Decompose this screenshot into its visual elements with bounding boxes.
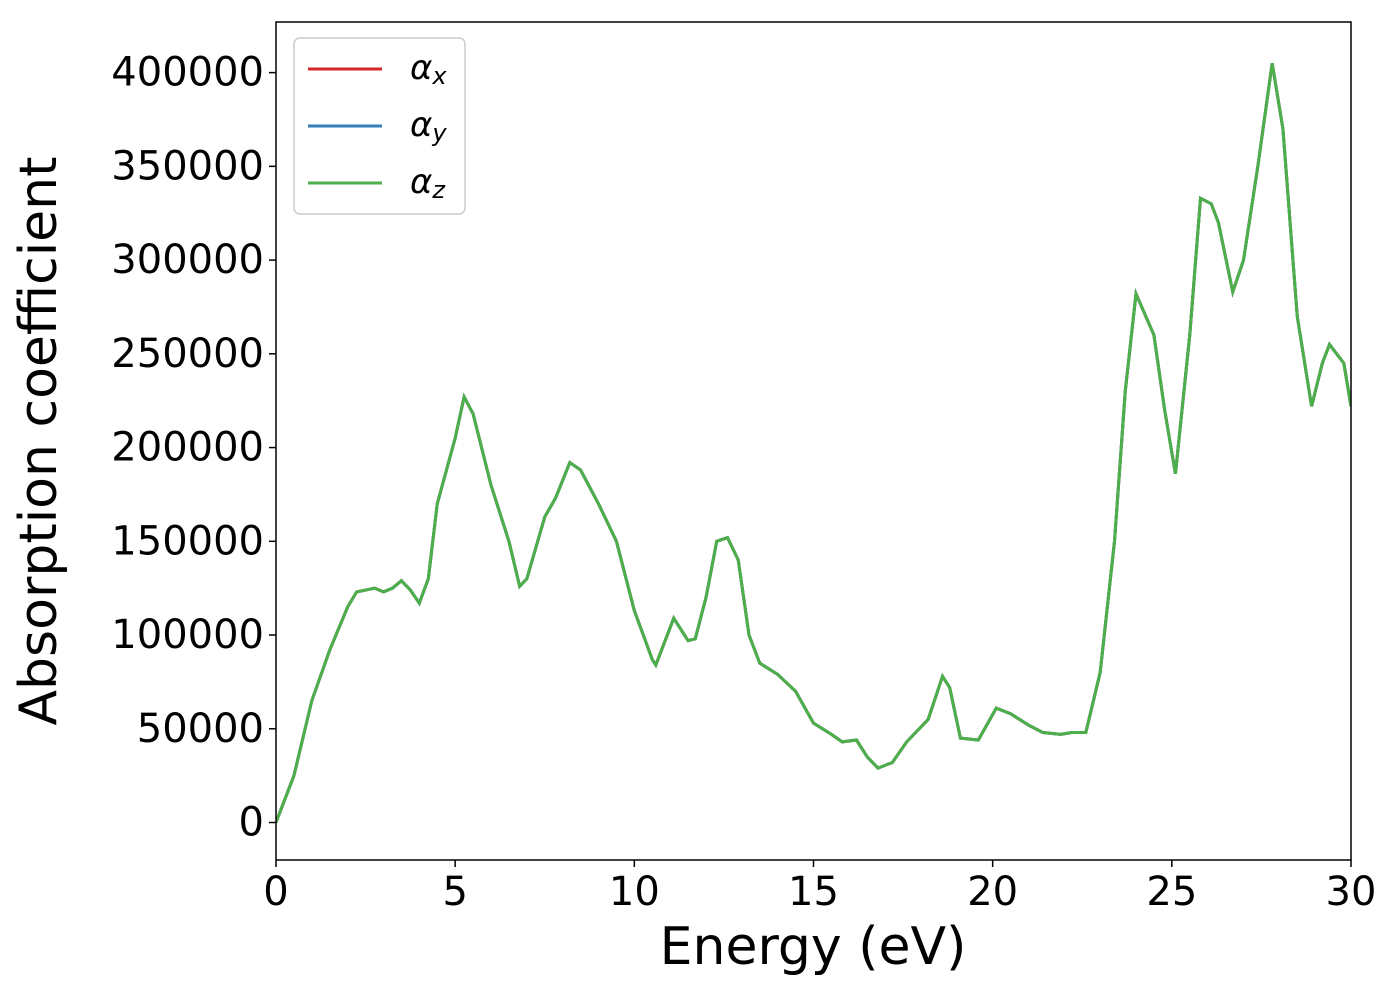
y-axis-label: Absorption coefficient [9,156,69,725]
x-axis-label: Energy (eV) [660,917,967,977]
legend-label: αx [410,48,447,91]
y-tick-label: 50000 [137,706,264,752]
y-tick-label: 400000 [111,50,264,96]
x-tick-label: 5 [442,869,467,915]
x-tick-label: 20 [967,869,1018,915]
y-tick-label: 150000 [111,518,264,564]
y-tick-label: 300000 [111,237,264,283]
y-tick-label: 0 [239,800,264,846]
y-tick-label: 350000 [111,143,264,189]
x-tick-label: 10 [609,869,660,915]
x-tick-label: 30 [1326,869,1377,915]
legend-label: αy [410,105,447,148]
legend-label: αz [410,162,446,205]
y-tick-label: 250000 [111,331,264,377]
y-tick-label: 200000 [111,425,264,471]
x-tick-label: 0 [263,869,288,915]
x-tick-label: 15 [788,869,839,915]
plot-frame [275,21,1352,861]
data-line [276,62,1351,824]
x-tick-label: 25 [1146,869,1197,915]
y-tick-label: 100000 [111,612,264,658]
